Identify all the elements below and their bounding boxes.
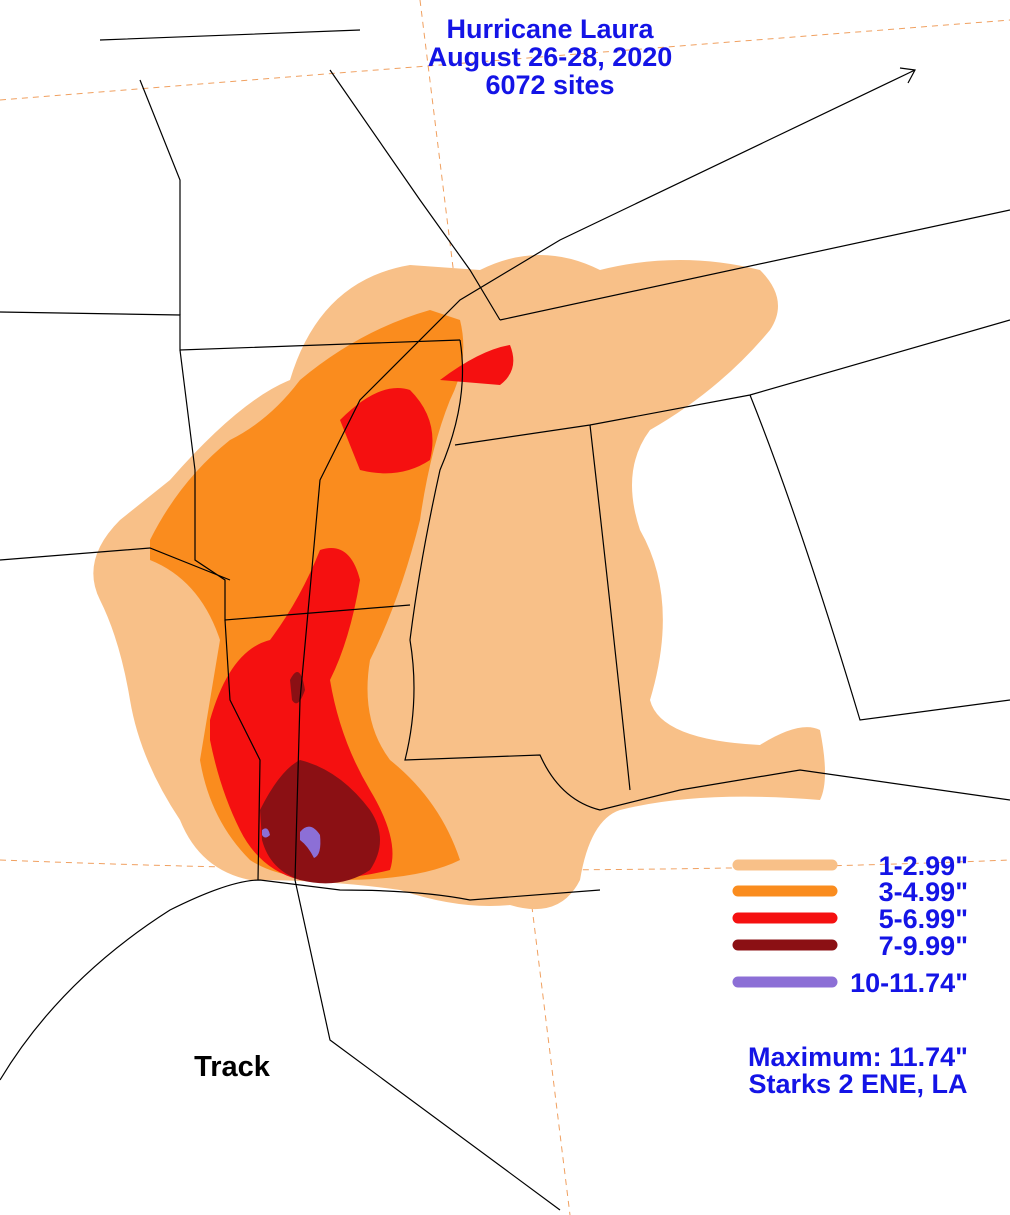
maximum-line: Starks 2 ENE, LA <box>748 1069 967 1099</box>
title-line: August 26-28, 2020 <box>428 42 673 72</box>
rain-4 <box>260 672 380 884</box>
legend-label: 10-11.74" <box>850 968 968 998</box>
rainfall-areas <box>93 255 826 910</box>
track-label: Track <box>194 1051 271 1083</box>
boundaries <box>0 29 1010 1081</box>
legend: 1-2.99"3-4.99"5-6.99"7-9.99" 10-11.74" <box>732 851 968 998</box>
legend-label: 7-9.99" <box>879 931 968 961</box>
rain-3 <box>210 345 514 880</box>
title-line: Hurricane Laura <box>446 14 654 44</box>
maximum-info: Maximum: 11.74"Starks 2 ENE, LA <box>748 1042 968 1099</box>
title-line: 6072 sites <box>485 70 614 100</box>
hurricane-track <box>294 67 916 1211</box>
legend-label: 1-2.99" <box>879 851 968 881</box>
rain-5 <box>262 826 321 858</box>
legend-label: 3-4.99" <box>879 877 968 907</box>
legend-label: 5-6.99" <box>879 904 968 934</box>
maximum-line: Maximum: 11.74" <box>748 1042 968 1072</box>
